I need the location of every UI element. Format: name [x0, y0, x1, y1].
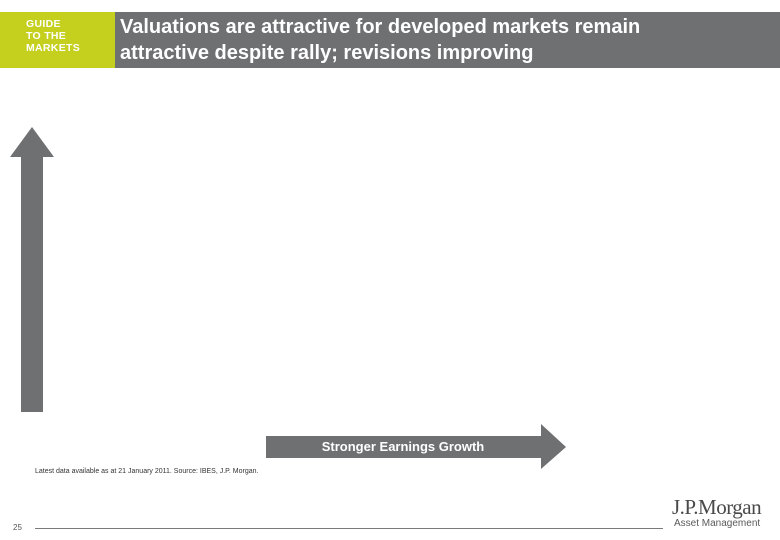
title-line: Valuations are attractive for developed …	[120, 16, 641, 38]
logo-subtitle: Asset Management	[674, 518, 761, 529]
source-note: Latest data available as at 21 January 2…	[35, 468, 259, 475]
guide-tab	[0, 12, 115, 68]
title-line: attractive despite rally; revisions impr…	[120, 42, 534, 64]
page-title: Valuations are attractive for developed …	[120, 14, 770, 66]
guide-to-the-markets-label: GUIDE TO THE MARKETS	[26, 18, 106, 54]
horizontal-axis-label: Stronger Earnings Growth	[321, 439, 485, 454]
guide-line: MARKETS	[26, 42, 81, 54]
header-bar	[0, 12, 780, 68]
guide-line: TO THE	[26, 30, 67, 42]
jpmorgan-logo: J.P.Morgan Asset Management	[672, 496, 772, 530]
logo-name: J.P.Morgan	[672, 495, 762, 519]
page-number: 25	[13, 523, 22, 532]
guide-line: GUIDE	[26, 18, 61, 30]
footer-divider	[35, 528, 663, 529]
vertical-axis-label: Cheaper Valuation	[26, 183, 40, 289]
guide-tab-point	[98, 12, 115, 68]
cheaper-valuation-arrow	[10, 127, 54, 412]
stronger-earnings-arrow	[266, 424, 566, 469]
